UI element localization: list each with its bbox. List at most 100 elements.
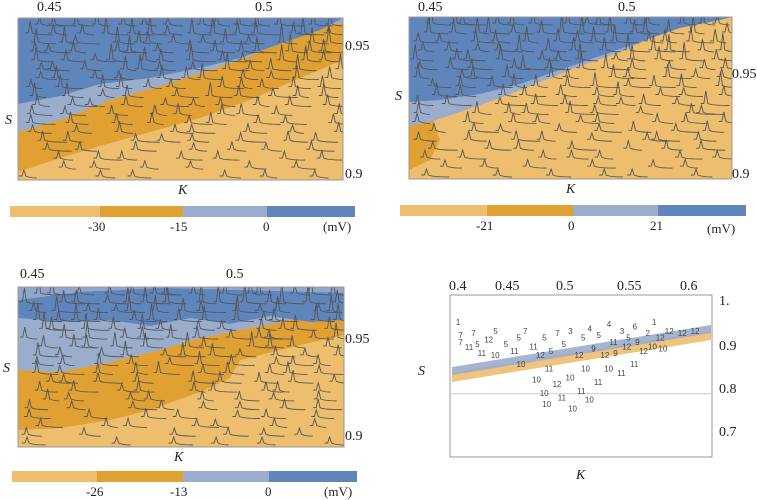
voltage-trace xyxy=(589,104,619,115)
voltage-trace xyxy=(260,381,284,393)
voltage-trace xyxy=(101,18,129,36)
voltage-trace xyxy=(205,112,227,125)
panel-b-voltage-traces xyxy=(410,17,732,178)
voltage-trace xyxy=(222,52,250,72)
voltage-trace xyxy=(156,64,181,81)
voltage-trace xyxy=(287,355,314,367)
voltage-trace xyxy=(130,140,157,152)
panel-a-y-tick-1: 0.95 xyxy=(345,39,370,54)
scatter-point-label: 12 xyxy=(656,333,665,342)
voltage-trace xyxy=(332,290,344,304)
voltage-trace xyxy=(25,114,56,125)
voltage-trace xyxy=(169,426,196,437)
voltage-trace xyxy=(566,139,597,151)
voltage-trace xyxy=(123,416,148,428)
voltage-trace xyxy=(627,167,648,178)
voltage-trace xyxy=(599,37,621,53)
panel-c-xlabel: K xyxy=(173,450,184,465)
panel-c-voltage-traces xyxy=(19,287,344,446)
voltage-trace xyxy=(492,17,513,26)
scatter-point-label: 5 xyxy=(581,333,586,342)
voltage-trace xyxy=(576,51,597,71)
panel-a-region-orange xyxy=(18,22,343,172)
scatter-point-label: 12 xyxy=(639,347,648,356)
panel-b-xlabel: K xyxy=(565,182,576,197)
voltage-trace xyxy=(196,300,226,314)
voltage-trace xyxy=(168,33,189,45)
voltage-trace xyxy=(511,130,541,142)
voltage-trace xyxy=(115,73,133,90)
voltage-trace xyxy=(208,380,238,393)
panel-c-x-tick-2: 0.5 xyxy=(226,267,244,282)
voltage-trace xyxy=(316,149,343,161)
voltage-trace xyxy=(59,26,78,45)
scatter-point-label: 4 xyxy=(607,320,612,329)
panel-c-x-tick-1: 0.45 xyxy=(20,267,45,282)
voltage-trace xyxy=(702,120,725,133)
voltage-trace xyxy=(562,67,579,80)
voltage-trace xyxy=(176,149,203,161)
voltage-trace xyxy=(210,417,230,428)
voltage-trace xyxy=(700,90,730,106)
voltage-trace xyxy=(304,40,332,54)
voltage-trace xyxy=(139,159,159,170)
voltage-trace xyxy=(324,18,343,27)
voltage-trace xyxy=(171,86,200,98)
voltage-trace xyxy=(663,19,685,35)
voltage-trace xyxy=(690,67,711,80)
voltage-trace xyxy=(65,111,89,125)
voltage-trace xyxy=(42,388,60,402)
voltage-trace xyxy=(276,24,298,45)
voltage-trace xyxy=(57,354,75,367)
voltage-trace xyxy=(133,30,152,45)
voltage-trace xyxy=(479,158,499,169)
scatter-point-label: 10 xyxy=(532,376,541,385)
voltage-trace xyxy=(264,363,285,375)
voltage-trace xyxy=(313,301,338,314)
panel-a-ylabel: S xyxy=(5,113,12,128)
voltage-trace xyxy=(77,23,95,36)
panel-d-band-blue xyxy=(452,325,711,375)
voltage-trace xyxy=(198,400,218,411)
voltage-trace xyxy=(271,104,293,116)
panel-c-region-top-haze xyxy=(18,287,344,300)
voltage-trace xyxy=(471,101,492,115)
voltage-trace xyxy=(211,18,231,27)
voltage-trace xyxy=(170,122,195,134)
voltage-trace xyxy=(205,82,233,98)
scatter-point-label: 10 xyxy=(542,400,551,409)
voltage-trace xyxy=(156,399,175,411)
voltage-trace xyxy=(35,69,57,81)
voltage-trace xyxy=(572,30,595,44)
voltage-trace xyxy=(155,319,177,331)
voltage-trace xyxy=(676,73,697,89)
voltage-trace xyxy=(178,297,203,314)
voltage-trace xyxy=(552,28,574,44)
voltage-trace xyxy=(696,140,726,151)
voltage-trace xyxy=(298,18,325,36)
voltage-trace xyxy=(502,64,524,80)
voltage-trace xyxy=(517,55,547,71)
voltage-trace xyxy=(68,334,97,349)
voltage-trace xyxy=(566,148,589,160)
voltage-trace xyxy=(188,96,205,107)
voltage-trace xyxy=(194,351,220,367)
voltage-trace xyxy=(192,326,219,340)
voltage-trace xyxy=(472,40,490,53)
voltage-trace xyxy=(24,398,49,411)
voltage-trace xyxy=(611,51,628,62)
voltage-trace xyxy=(696,103,724,115)
voltage-trace xyxy=(143,30,163,45)
voltage-trace xyxy=(42,141,72,152)
voltage-trace xyxy=(313,390,337,402)
voltage-trace xyxy=(640,17,660,35)
voltage-trace xyxy=(74,141,98,152)
scatter-point-label: 10 xyxy=(540,389,549,398)
voltage-trace xyxy=(655,86,681,97)
voltage-trace xyxy=(697,39,714,53)
voltage-trace xyxy=(663,34,690,53)
voltage-trace xyxy=(223,426,249,437)
voltage-trace xyxy=(266,69,290,81)
voltage-trace xyxy=(71,123,93,134)
voltage-trace xyxy=(699,59,716,71)
